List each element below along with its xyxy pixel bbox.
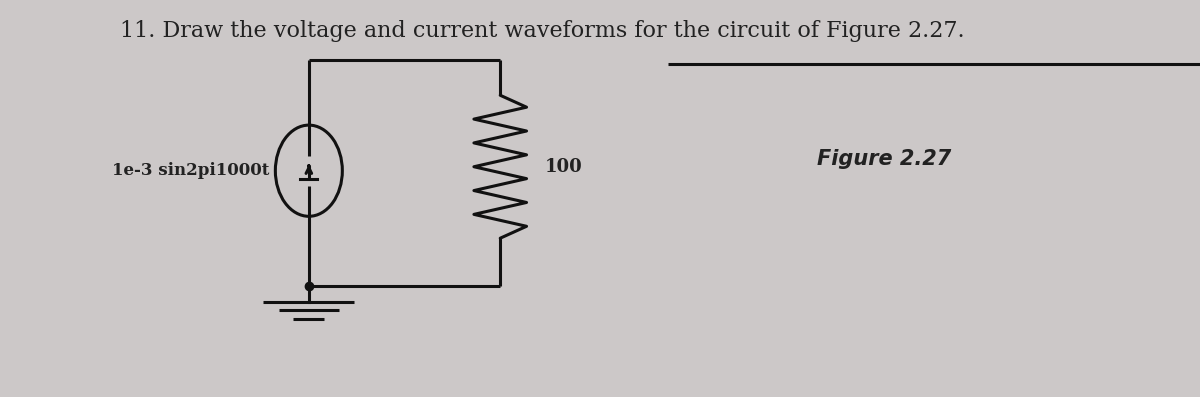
Text: 100: 100 xyxy=(545,158,582,176)
Text: 11. Draw the voltage and current waveforms for the circuit of Figure 2.27.: 11. Draw the voltage and current wavefor… xyxy=(120,20,965,42)
Text: Figure 2.27: Figure 2.27 xyxy=(817,149,952,169)
Text: 1e-3 sin2pi1000t: 1e-3 sin2pi1000t xyxy=(112,162,269,179)
